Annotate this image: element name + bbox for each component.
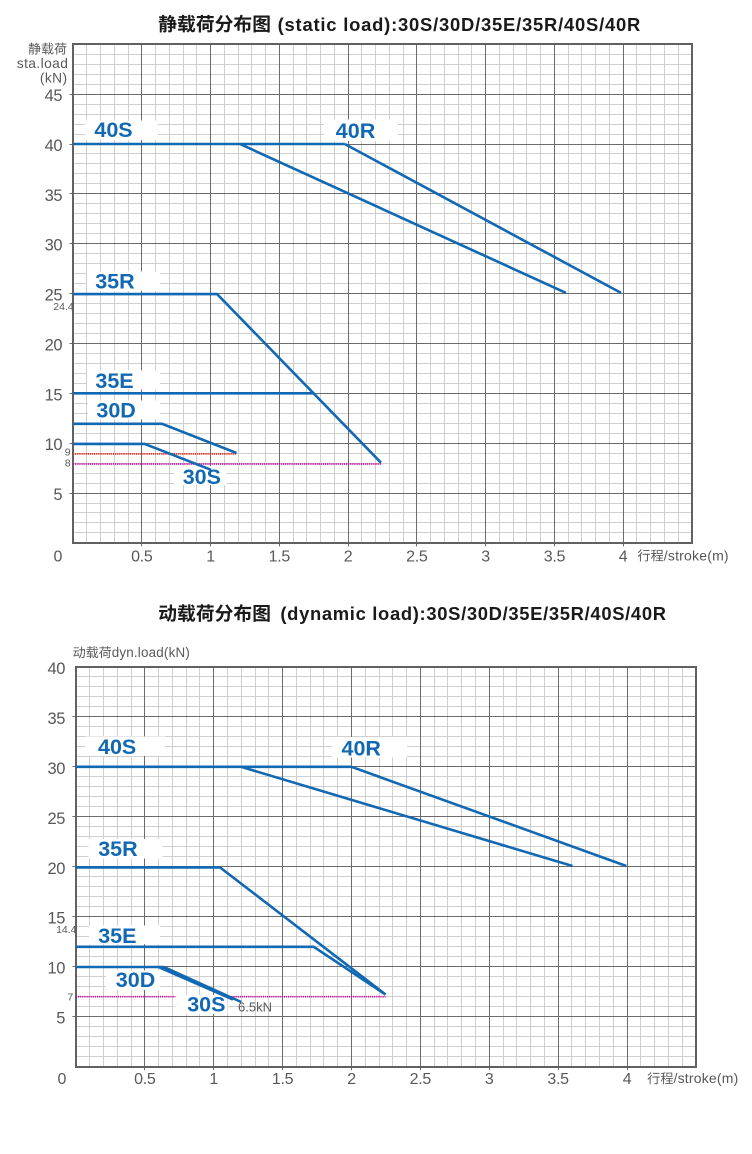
svg-text:15: 15	[45, 386, 63, 404]
svg-text:3: 3	[485, 1071, 494, 1088]
svg-text:10: 10	[47, 960, 65, 978]
svg-text:35: 35	[45, 187, 63, 205]
svg-text:30D: 30D	[96, 399, 135, 423]
svg-text:40: 40	[45, 137, 63, 155]
svg-text:30: 30	[45, 237, 63, 255]
svg-text:35E: 35E	[95, 369, 133, 393]
svg-text:35R: 35R	[95, 269, 135, 293]
svg-text:6.5kN: 6.5kN	[238, 1000, 272, 1015]
svg-text:dyn.load(kN): dyn.load(kN)	[112, 645, 190, 660]
svg-text:1.5: 1.5	[269, 549, 291, 566]
svg-text:30S: 30S	[183, 465, 221, 489]
svg-text:20: 20	[47, 860, 65, 878]
svg-text:3.5: 3.5	[544, 549, 566, 566]
svg-text:2: 2	[344, 549, 353, 566]
svg-text:20: 20	[45, 337, 63, 355]
svg-text:5: 5	[56, 1010, 65, 1028]
svg-text:40S: 40S	[98, 735, 136, 759]
svg-text:1: 1	[206, 549, 215, 566]
svg-text:40: 40	[47, 660, 65, 678]
svg-text:40R: 40R	[342, 737, 382, 761]
svg-text:(kN): (kN)	[40, 70, 68, 85]
svg-text:3: 3	[481, 549, 490, 566]
svg-text:sta.load: sta.load	[17, 56, 69, 71]
svg-text:2.5: 2.5	[406, 549, 428, 566]
svg-text:(dynamic load):30S/30D/35E/35R: (dynamic load):30S/30D/35E/35R/40S/40R	[280, 603, 666, 624]
svg-text:25: 25	[47, 810, 65, 828]
svg-text:0.5: 0.5	[131, 549, 153, 566]
svg-text:35E: 35E	[98, 924, 136, 948]
svg-text:2.5: 2.5	[410, 1071, 432, 1088]
svg-text:10: 10	[45, 436, 63, 454]
svg-text:2: 2	[347, 1071, 356, 1088]
svg-text:4: 4	[619, 549, 628, 566]
svg-text:8: 8	[65, 458, 71, 470]
svg-text:4: 4	[623, 1071, 632, 1088]
svg-text:9: 9	[65, 447, 71, 459]
svg-text:30D: 30D	[116, 968, 155, 992]
svg-text:0.5: 0.5	[134, 1071, 156, 1088]
svg-text:45: 45	[45, 87, 63, 105]
svg-text:25: 25	[45, 287, 63, 305]
svg-text:35R: 35R	[98, 837, 138, 861]
svg-text:30S: 30S	[187, 992, 225, 1016]
svg-text:/stroke(m): /stroke(m)	[664, 547, 729, 563]
svg-text:3.5: 3.5	[547, 1071, 569, 1088]
svg-text:(static load):30S/30D/35E/35R/: (static load):30S/30D/35E/35R/40S/40R	[278, 14, 641, 35]
svg-text:5: 5	[53, 486, 62, 504]
svg-text:30: 30	[47, 760, 65, 778]
svg-text:15: 15	[47, 910, 65, 928]
svg-text:24.4: 24.4	[53, 301, 74, 313]
svg-text:7: 7	[67, 991, 73, 1003]
svg-text:0: 0	[58, 1071, 67, 1088]
svg-text:1.5: 1.5	[272, 1071, 294, 1088]
svg-text:1: 1	[209, 1071, 218, 1088]
svg-text:35: 35	[47, 710, 65, 728]
svg-text:0: 0	[54, 549, 63, 566]
svg-text:40S: 40S	[94, 118, 132, 142]
svg-text:/stroke(m): /stroke(m)	[674, 1070, 739, 1086]
svg-text:40R: 40R	[336, 119, 376, 143]
svg-text:14.4: 14.4	[56, 924, 77, 936]
